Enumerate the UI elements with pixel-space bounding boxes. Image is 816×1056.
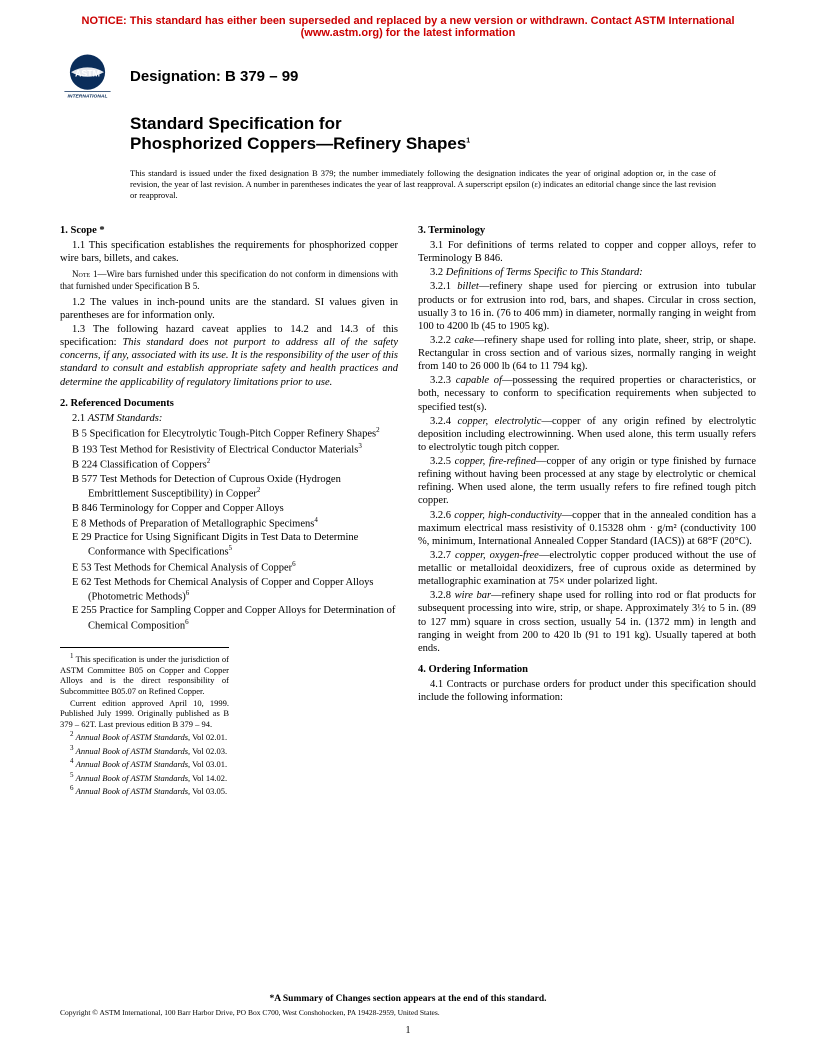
issuance-note: This standard is issued under the fixed … [0,160,816,216]
fn2v: , Vol 02.01. [188,732,227,742]
reference-item: B 5 Specification for Elecytrolytic Toug… [60,426,398,441]
p328a: 3.2.8 [430,590,455,601]
para-2-1: 2.1 ASTM Standards: [60,412,398,425]
fn5i: Annual Book of ASTM Standards [76,773,188,783]
fn3: 3 Annual Book of ASTM Standards, Vol 02.… [60,744,229,756]
p321a: 3.2.1 [430,281,457,292]
p32a: 3.2 [430,267,446,278]
title-sup: 1 [466,138,470,145]
fn6v: , Vol 03.05. [188,786,227,796]
notice-banner: NOTICE: This standard has either been su… [0,0,816,44]
fn6: 6 Annual Book of ASTM Standards, Vol 03.… [60,784,229,796]
designation: Designation: B 379 – 99 [130,68,298,85]
fn3v: , Vol 02.03. [188,746,227,756]
fn2: 2 Annual Book of ASTM Standards, Vol 02.… [60,730,229,742]
fn2i: Annual Book of ASTM Standards [76,732,188,742]
p322a: 3.2.2 [430,335,455,346]
astm-logo: ASTM INTERNATIONAL [60,49,115,104]
title-line2: Phosphorized Coppers—Refinery Shapes1 [130,134,716,154]
reference-item: B 577 Test Methods for Detection of Cupr… [60,473,398,501]
left-column: 1. Scope * 1.1 This specification establ… [60,216,398,798]
refdocs-head: 2. Referenced Documents [60,397,398,410]
reference-item: E 53 Test Methods for Chemical Analysis … [60,560,398,575]
page-number: 1 [0,1025,816,1036]
para-3-2-1: 3.2.1 billet—refinery shape used for pie… [418,280,756,333]
right-column: 3. Terminology 3.1 For definitions of te… [418,216,756,798]
para-3-2-7: 3.2.7 copper, oxygen-free—electrolytic c… [418,549,756,588]
reference-item: E 29 Practice for Using Significant Digi… [60,531,398,559]
copyright: Copyright © ASTM International, 100 Barr… [0,1008,816,1017]
p32b: Definitions of Terms Specific to This St… [446,267,643,278]
para-1-3: 1.3 The following hazard caveat applies … [60,323,398,389]
title-text: Phosphorized Coppers—Refinery Shapes [130,134,466,153]
p327b: copper, oxygen-free [455,550,539,561]
note-1: Note 1—Wire bars furnished under this sp… [60,269,398,292]
p322b: cake [455,335,474,346]
para-1-2: 1.2 The values in inch-pound units are t… [60,296,398,322]
fn4: 4 Annual Book of ASTM Standards, Vol 03.… [60,757,229,769]
p325a: 3.2.5 [430,456,455,467]
para-3-2-5: 3.2.5 copper, fire-refined—copper of any… [418,455,756,508]
p324b: copper, electrolytic [458,416,542,427]
body-columns: 1. Scope * 1.1 This specification establ… [0,216,816,798]
para-3-1: 3.1 For definitions of terms related to … [418,239,756,265]
reference-item: E 62 Test Methods for Chemical Analysis … [60,576,398,604]
para-3-2-4: 3.2.4 copper, electrolytic—copper of any… [418,415,756,454]
page-footer: *A Summary of Changes section appears at… [0,994,816,1036]
reference-item: B 224 Classification of Coppers2 [60,457,398,472]
reference-item: B 846 Terminology for Copper and Copper … [60,502,398,515]
footnotes: 1 This specification is under the jurisd… [60,647,229,796]
fn4i: Annual Book of ASTM Standards [76,759,188,769]
para-3-2-8: 3.2.8 wire bar—refinery shape used for r… [418,589,756,655]
svg-text:ASTM: ASTM [75,69,100,79]
reference-item: E 255 Practice for Sampling Copper and C… [60,604,398,632]
para-4-1: 4.1 Contracts or purchase orders for pro… [418,678,756,704]
para-3-2-3: 3.2.3 capable of—possessing the required… [418,374,756,413]
summary-note: *A Summary of Changes section appears at… [0,994,816,1004]
fn1: 1 This specification is under the jurisd… [60,652,229,696]
fn3i: Annual Book of ASTM Standards [76,746,188,756]
fn4v: , Vol 03.01. [188,759,227,769]
p21b: ASTM Standards: [88,413,163,424]
fn6i: Annual Book of ASTM Standards [76,786,188,796]
header: ASTM INTERNATIONAL Designation: B 379 – … [0,44,816,114]
fn1t: This specification is under the jurisdic… [60,654,229,696]
fn5: 5 Annual Book of ASTM Standards, Vol 14.… [60,771,229,783]
p324a: 3.2.4 [430,416,458,427]
p326a: 3.2.6 [430,510,454,521]
title-line1: Standard Specification for [130,114,716,134]
terminology-head: 3. Terminology [418,224,756,237]
p326b: copper, high-conductivity [454,510,561,521]
p323b: capable of [456,375,502,386]
p328b: wire bar [455,590,492,601]
reference-item: E 8 Methods of Preparation of Metallogra… [60,516,398,531]
scope-head: 1. Scope * [60,224,398,237]
para-1-1: 1.1 This specification establishes the r… [60,239,398,265]
svg-text:INTERNATIONAL: INTERNATIONAL [68,93,108,99]
p321b: billet [457,281,479,292]
para-3-2-6: 3.2.6 copper, high-conductivity—copper t… [418,509,756,548]
fn5v: , Vol 14.02. [188,773,227,783]
title-block: Standard Specification for Phosphorized … [0,114,816,160]
p327a: 3.2.7 [430,550,455,561]
ordering-head: 4. Ordering Information [418,663,756,676]
p325b: copper, fire-refined [455,456,536,467]
p323a: 3.2.3 [430,375,456,386]
p21a: 2.1 [72,413,88,424]
fn1b: Current edition approved April 10, 1999.… [60,698,229,730]
para-3-2-2: 3.2.2 cake—refinery shape used for rolli… [418,334,756,373]
reference-item: B 193 Test Method for Resistivity of Ele… [60,442,398,457]
para-3-2: 3.2 Definitions of Terms Specific to Thi… [418,266,756,279]
